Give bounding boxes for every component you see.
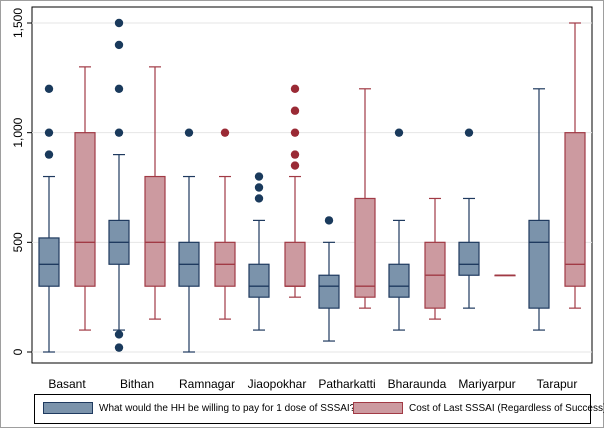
outlier-point bbox=[324, 216, 334, 225]
box bbox=[354, 197, 376, 298]
y-tick-label: 0 bbox=[11, 348, 25, 355]
box bbox=[528, 219, 550, 309]
outlier-point bbox=[254, 172, 264, 181]
outlier-point bbox=[114, 343, 124, 352]
outlier-point bbox=[114, 330, 124, 339]
box bbox=[144, 175, 166, 287]
x-tick-label: Basant bbox=[48, 377, 86, 391]
x-tick-label: Mariyarpur bbox=[458, 377, 515, 391]
outlier-point bbox=[220, 128, 230, 137]
x-tick-label: Patharkatti bbox=[318, 377, 375, 391]
outlier-point bbox=[184, 128, 194, 137]
y-tick-label: 1,000 bbox=[11, 117, 25, 147]
outlier-point bbox=[114, 128, 124, 137]
outlier-point bbox=[290, 84, 300, 94]
box bbox=[284, 241, 306, 287]
x-tick-label: Bharaunda bbox=[388, 377, 447, 391]
outlier-point bbox=[290, 106, 300, 115]
outlier-point bbox=[290, 150, 300, 159]
box bbox=[388, 263, 410, 298]
outlier-point bbox=[290, 161, 300, 170]
box bbox=[458, 241, 480, 276]
x-tick-label: Ramnagar bbox=[179, 377, 235, 391]
outlier-point bbox=[114, 18, 124, 28]
legend-label-series-2: Cost of Last SSSAI (Regardless of Succes… bbox=[409, 402, 604, 414]
outlier-point bbox=[44, 84, 54, 94]
legend: What would the HH be willing to pay for … bbox=[34, 394, 604, 424]
box bbox=[38, 237, 60, 287]
box bbox=[564, 132, 586, 287]
legend-item-series-1: What would the HH be willing to pay for … bbox=[43, 402, 355, 414]
legend-swatch-series-2 bbox=[353, 402, 403, 414]
legend-item-series-2: Cost of Last SSSAI (Regardless of Succes… bbox=[353, 402, 604, 414]
outlier-point bbox=[394, 128, 404, 137]
legend-label-series-1: What would the HH be willing to pay for … bbox=[99, 402, 356, 414]
outlier-point bbox=[114, 40, 124, 50]
outlier-point bbox=[464, 128, 474, 137]
outlier-point bbox=[254, 194, 264, 203]
outlier-point bbox=[114, 84, 124, 94]
outlier-point bbox=[290, 128, 300, 137]
x-tick-label: Jiaopokhar bbox=[248, 377, 307, 391]
outlier-point bbox=[44, 150, 54, 159]
legend-swatch-series-1 bbox=[43, 402, 93, 414]
x-tick-label: Tarapur bbox=[537, 377, 578, 391]
y-tick-label: 500 bbox=[11, 232, 25, 252]
box bbox=[248, 263, 270, 298]
box bbox=[74, 132, 96, 287]
x-tick-label: Bithan bbox=[120, 377, 154, 391]
outlier-point bbox=[254, 183, 264, 192]
box bbox=[318, 274, 340, 309]
y-tick-label: 1,500 bbox=[11, 8, 25, 38]
outlier-point bbox=[44, 128, 54, 137]
plot-area bbox=[31, 6, 593, 364]
